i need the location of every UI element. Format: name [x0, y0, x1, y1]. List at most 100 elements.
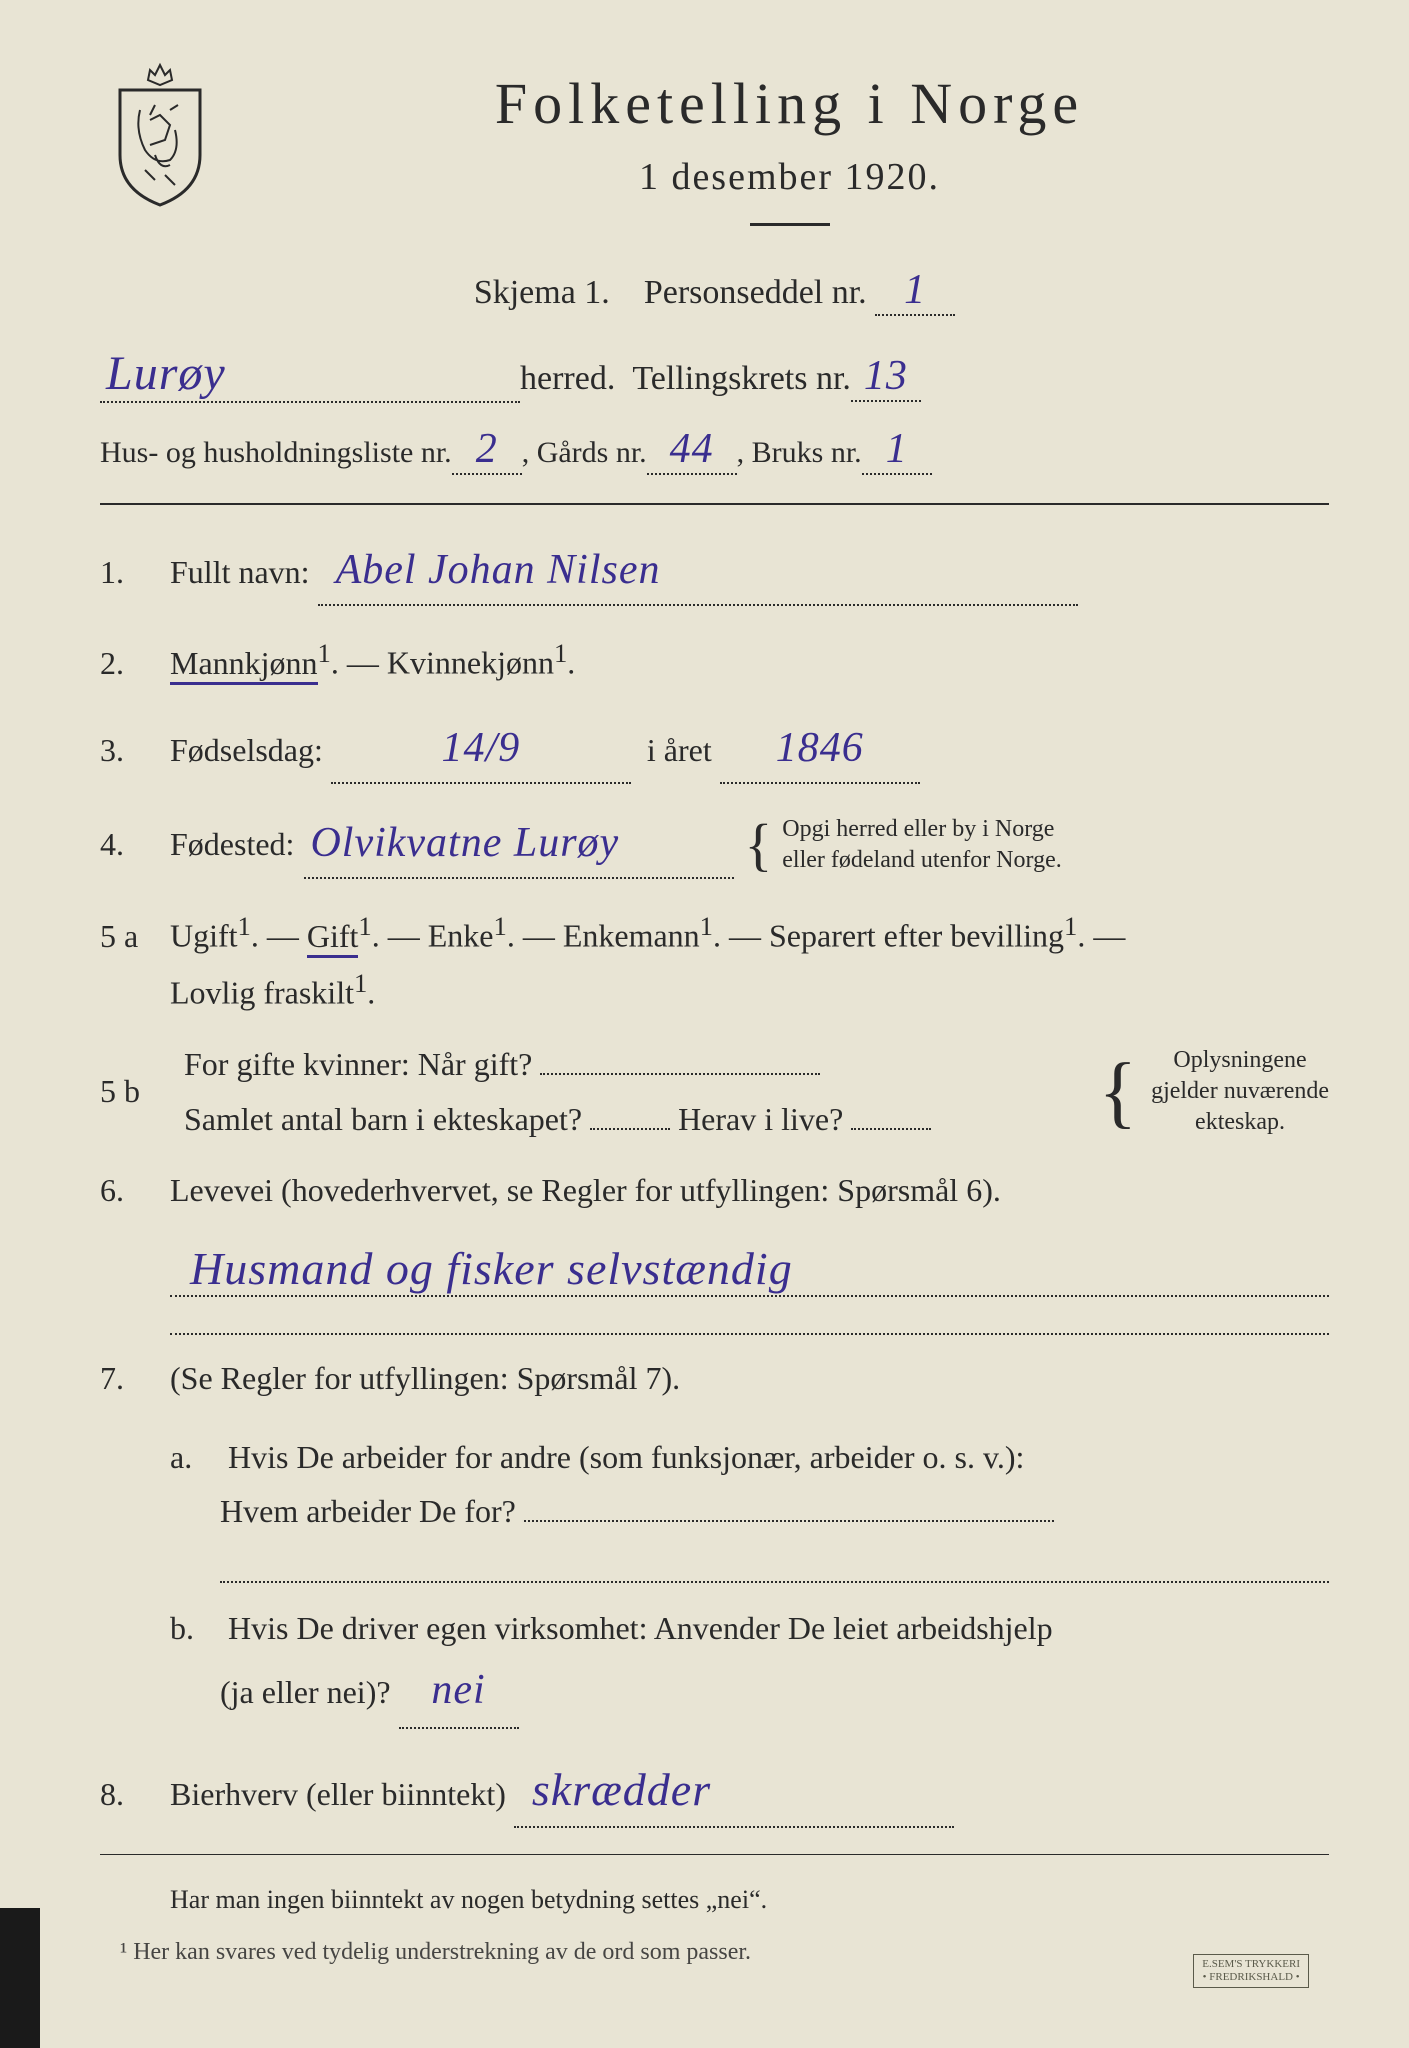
main-title: Folketelling i Norge [250, 70, 1329, 137]
brace-icon: { [744, 822, 772, 868]
tellingskrets-nr: 13 [851, 352, 921, 402]
q1-label: Fullt navn: [170, 554, 310, 590]
q5b-row: 5 b For gifte kvinner: Når gift? Samlet … [100, 1045, 1329, 1139]
q4-value: Olvikvatne Lurøy [304, 810, 734, 879]
q7a-text2: Hvem arbeider De for? [170, 1493, 516, 1529]
q6-row: 6. Levevei (hovederhvervet, se Regler fo… [100, 1165, 1329, 1216]
q7a-field [524, 1520, 1054, 1522]
bottom-cut-text: ¹ Her kan svares ved tydelig understrekn… [100, 1939, 1329, 1966]
q7b-letter: b. [170, 1601, 220, 1655]
hus-line: Hus- og husholdningsliste nr. 2 , Gårds … [100, 425, 1329, 475]
q2-sup2: 1 [554, 638, 567, 668]
q3-label: Fødselsdag: [170, 732, 323, 768]
bruks-label: , Bruks nr. [737, 436, 862, 470]
q2-dash: . — [331, 645, 387, 681]
q3-row: 3. Fødselsdag: 14/9 i året 1846 [100, 715, 1329, 784]
date-line: 1 desember 1920. [250, 155, 1329, 199]
census-form-page: Folketelling i Norge 1 desember 1920. Sk… [100, 60, 1329, 2008]
header: Folketelling i Norge 1 desember 1920. [100, 60, 1329, 246]
skjema-label: Skjema 1. [474, 274, 610, 311]
q6-value: Husmand og fisker selvstændig [170, 1242, 1329, 1297]
q8-num: 8. [100, 1769, 170, 1820]
q1-value: Abel Johan Nilsen [318, 537, 1078, 606]
q2-period: . [567, 645, 575, 681]
coat-of-arms-icon [100, 60, 220, 210]
q7a-blank [220, 1563, 1329, 1583]
q4-note: Opgi herred eller by i Norge eller fødel… [782, 814, 1061, 876]
hus-prefix: Hus- og husholdningsliste nr. [100, 436, 452, 470]
q3-year-label: i året [647, 732, 712, 768]
q6-label: Levevei (hovederhvervet, se Regler for u… [170, 1165, 1329, 1216]
q5a-num: 5 a [100, 911, 170, 962]
q4-label: Fødested: [170, 819, 294, 870]
q2-num: 2. [100, 638, 170, 689]
tellingskrets-label: Tellingskrets nr. [632, 360, 851, 398]
footer-note: Har man ingen biinntekt av nogen betydni… [100, 1885, 1329, 1915]
herred-suffix: herred. [520, 360, 615, 398]
q7b-text2: (ja eller nei)? [170, 1674, 391, 1710]
q5a-opt-4: Separert efter bevilling [769, 918, 1064, 954]
q5b-live-field [851, 1128, 931, 1130]
herred-name: Lurøy [100, 346, 520, 403]
stamp-line2: • FREDRIKSHALD • [1203, 1971, 1300, 1983]
q1-row: 1. Fullt navn: Abel Johan Nilsen [100, 537, 1329, 606]
gards-label: , Gårds nr. [522, 436, 647, 470]
q5b-line1a: For gifte kvinner: Når gift? [184, 1046, 532, 1082]
q6-blank [170, 1315, 1329, 1335]
q3-day: 14/9 [331, 715, 631, 784]
q7b: b. Hvis De driver egen virksomhet: Anven… [100, 1601, 1329, 1729]
q5b-num: 5 b [100, 1073, 170, 1110]
q4-note2: eller fødeland utenfor Norge. [782, 847, 1061, 873]
q5b-line2a: Samlet antal barn i ekteskapet? [184, 1101, 582, 1137]
q7a-text1: Hvis De arbeider for andre (som funksjon… [228, 1439, 1024, 1475]
q2-row: 2. Mannkjønn1. — Kvinnekjønn1. [100, 632, 1329, 689]
divider-top [100, 503, 1329, 505]
q2-kvinne: Kvinnekjønn [387, 645, 554, 681]
personseddel-nr: 1 [875, 266, 955, 316]
q3-num: 3. [100, 725, 170, 776]
q5a-opt-1: Gift [307, 918, 359, 958]
gards-nr: 44 [647, 425, 737, 475]
q5a-line2: Lovlig fraskilt [170, 975, 354, 1011]
title-block: Folketelling i Norge 1 desember 1920. [250, 60, 1329, 246]
skjema-line: Skjema 1. Personseddel nr. 1 [100, 266, 1329, 316]
stamp-line1: E.SEM'S TRYKKERI [1202, 1958, 1300, 1970]
q2-sup1: 1 [318, 638, 331, 668]
q5a-opt-3: Enkemann [563, 918, 700, 954]
q5b-gift-field [540, 1073, 820, 1075]
q5b-note1: Oplysningene [1173, 1047, 1306, 1073]
q4-num: 4. [100, 819, 170, 870]
q4-note1: Opgi herred eller by i Norge [782, 816, 1054, 842]
q8-row: 8. Bierhverv (eller biinntekt) skrædder [100, 1753, 1329, 1829]
brace-icon: { [1099, 1060, 1137, 1124]
q5a-row: 5 a Ugift1. — Gift1. — Enke1. — Enkemann… [100, 905, 1329, 1019]
q2-mann: Mannkjønn [170, 645, 318, 685]
q5b-line2b: Herav i live? [678, 1101, 843, 1137]
printer-stamp: E.SEM'S TRYKKERI • FREDRIKSHALD • [1193, 1954, 1309, 1988]
q7a-letter: a. [170, 1430, 220, 1484]
q5b-note2: gjelder nuværende [1151, 1078, 1329, 1104]
q5b-note: Oplysningene gjelder nuværende ekteskap. [1151, 1045, 1329, 1139]
q5a-opt-0: Ugift [170, 918, 238, 954]
q1-num: 1. [100, 547, 170, 598]
q7-row: 7. (Se Regler for utfyllingen: Spørsmål … [100, 1353, 1329, 1404]
hus-nr: 2 [452, 425, 522, 475]
title-divider [750, 223, 830, 226]
divider-footer [100, 1854, 1329, 1855]
q6-num: 6. [100, 1165, 170, 1216]
q7-label: (Se Regler for utfyllingen: Spørsmål 7). [170, 1353, 1329, 1404]
bruks-nr: 1 [862, 425, 932, 475]
q5b-note3: ekteskap. [1195, 1109, 1285, 1135]
personseddel-label: Personseddel nr. [644, 274, 867, 311]
q8-value: skrædder [514, 1753, 954, 1829]
q3-year: 1846 [720, 715, 920, 784]
q7-num: 7. [100, 1353, 170, 1404]
q8-label: Bierhverv (eller biinntekt) [170, 1776, 506, 1812]
q4-row: 4. Fødested: Olvikvatne Lurøy { Opgi her… [100, 810, 1329, 879]
q5a-opt-2: Enke [428, 918, 494, 954]
page-edge [0, 1908, 40, 2048]
q7a: a. Hvis De arbeider for andre (som funks… [100, 1430, 1329, 1539]
q5b-barn-field [590, 1128, 670, 1130]
q7b-value: nei [399, 1655, 519, 1728]
herred-line: Lurøy herred. Tellingskrets nr. 13 [100, 346, 1329, 403]
